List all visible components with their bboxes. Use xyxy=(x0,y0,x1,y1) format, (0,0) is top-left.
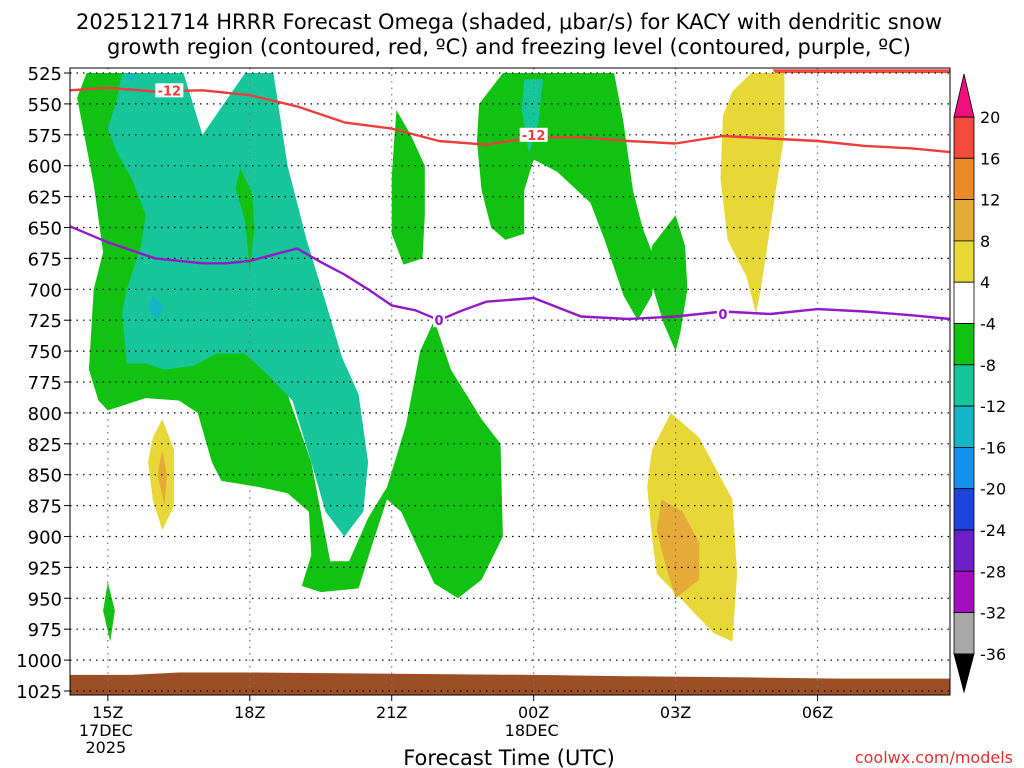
omega-region-m8_m4-2 xyxy=(235,168,255,271)
colorbar-label-10: -24 xyxy=(980,521,1006,540)
y-tick-label-675: 675 xyxy=(28,249,62,270)
y-tick-label-575: 575 xyxy=(28,126,62,147)
colorbar: 20 16 12 8 4 -4 -8 -12 -16 -20 -24 -28 -32 -36 xyxy=(953,73,1006,694)
colorbar-swatch-m8_m4 xyxy=(953,323,975,366)
y-axis: 525 550 575 600 625 650 675 700 725 750 775 800 825 8… xyxy=(16,64,70,703)
y-tick-label-600: 600 xyxy=(28,157,62,178)
colorbar-label-9: -20 xyxy=(980,480,1006,499)
colorbar-bottom-arrow xyxy=(953,653,975,694)
y-tick-label-850: 850 xyxy=(28,466,62,487)
omega-region-8_12-11 xyxy=(656,499,700,599)
ground-polygon xyxy=(70,672,950,695)
x-tick-sublabel-00Z-0: 18DEC xyxy=(505,721,559,740)
colorbar-label-0: 20 xyxy=(980,108,1000,127)
colorbar-swatch-m12_m8 xyxy=(953,364,975,407)
colorbar-label-7: -12 xyxy=(980,397,1006,416)
colorbar-swatch-m20_m16 xyxy=(953,446,975,490)
omega-region-m16_m12-3 xyxy=(148,295,165,321)
colorbar-label-5: -4 xyxy=(980,315,996,334)
x-tick-label-18Z: 18Z xyxy=(234,703,265,722)
y-tick-label-975: 975 xyxy=(28,620,62,641)
dgz-label-2: -12 xyxy=(522,129,546,144)
colorbar-swatch-4_8 xyxy=(953,240,975,283)
colorbar-label-12: -32 xyxy=(980,604,1006,623)
y-tick-label-800: 800 xyxy=(28,404,62,425)
dgz-label-1-bg xyxy=(155,83,184,98)
freezing-label-2-bg xyxy=(716,307,729,322)
y-tick-label-875: 875 xyxy=(28,497,62,518)
omega-region-4_8-10 xyxy=(647,412,738,642)
omega-region-m8_m4-5 xyxy=(391,110,425,265)
x-tick-sublabel-15Z-1: 2025 xyxy=(85,738,126,757)
omega-region-m16_m12-4 xyxy=(126,73,137,82)
colorbar-swatch-m28_m24 xyxy=(953,529,975,572)
omega-region-m8_m4-8 xyxy=(649,215,688,352)
y-tick-label-950: 950 xyxy=(28,589,62,610)
y-tick-label-925: 925 xyxy=(28,558,62,579)
y-tick-label-1025: 1025 xyxy=(16,682,62,703)
y-tick-label-725: 725 xyxy=(28,311,62,332)
contour-lines xyxy=(70,86,950,322)
y-tick-label-775: 775 xyxy=(28,373,62,394)
colorbar-top-arrow xyxy=(953,73,975,118)
y-tick-label-1000: 1000 xyxy=(16,651,62,672)
omega-region-m8_m4-14 xyxy=(103,582,115,642)
colorbar-swatch-m24_m20 xyxy=(953,488,975,531)
dgz-label-1: -12 xyxy=(158,84,182,99)
y-tick-label-900: 900 xyxy=(28,528,62,549)
x-tick-label-15Z: 15Z xyxy=(92,703,123,722)
y-tick-label-650: 650 xyxy=(28,219,62,240)
y-tick-label-525: 525 xyxy=(28,64,62,85)
freezing-label-2: 0 xyxy=(718,308,727,323)
y-tick-label-700: 700 xyxy=(28,280,62,301)
colorbar-swatch-m36_m32 xyxy=(953,612,975,655)
x-tick-label-06Z: 06Z xyxy=(802,703,833,722)
colorbar-label-6: -8 xyxy=(980,356,996,375)
dgz-label-2-bg xyxy=(519,127,548,142)
x-axis-label: Forecast Time (UTC) xyxy=(403,746,615,768)
colorbar-label-4: 4 xyxy=(980,273,990,292)
colorbar-label-8: -16 xyxy=(980,438,1006,457)
freezing-level-line xyxy=(70,225,950,322)
chart-title-line2: growth region (contoured, red, ºC) and f… xyxy=(107,35,911,59)
x-tick-label-03Z: 03Z xyxy=(660,703,691,722)
freezing-label-1: 0 xyxy=(435,314,444,329)
colorbar-swatch-m32_m28 xyxy=(953,570,975,613)
colorbar-swatch-12_16 xyxy=(953,157,975,201)
omega-region-16_20-15 xyxy=(772,69,950,73)
contour-labels: -12 -12 0 0 xyxy=(155,83,729,329)
omega-region-4_8-9 xyxy=(720,73,785,314)
y-tick-label-550: 550 xyxy=(28,95,62,116)
colorbar-label-3: 8 xyxy=(980,232,990,251)
x-tick-sublabel-15Z-0: 17DEC xyxy=(79,721,133,740)
colorbar-label-13: -36 xyxy=(980,645,1006,664)
colorbar-swatch-8_12 xyxy=(953,199,975,242)
colorbar-swatch-m4_4 xyxy=(953,281,975,324)
omega-region-m12_m8-1 xyxy=(107,73,369,537)
chart-title-line1: 2025121714 HRRR Forecast Omega (shaded, … xyxy=(76,10,942,34)
colorbar-swatch-m16_m12 xyxy=(953,405,975,448)
colorbar-label-2: 12 xyxy=(980,191,1000,210)
x-tick-label-00Z: 00Z xyxy=(518,703,549,722)
y-tick-label-825: 825 xyxy=(28,435,62,456)
dgz-contour-line xyxy=(70,86,950,154)
omega-shading xyxy=(77,69,950,642)
freezing-label-1-bg xyxy=(433,313,446,328)
credit-label: coolwx.com/models xyxy=(855,748,1013,767)
y-tick-label-750: 750 xyxy=(28,342,62,363)
omega-region-8_12-13 xyxy=(157,450,167,506)
grid-lines xyxy=(70,68,950,695)
y-tick-label-625: 625 xyxy=(28,188,62,209)
colorbar-label-11: -28 xyxy=(980,562,1006,581)
x-tick-label-21Z: 21Z xyxy=(376,703,407,722)
colorbar-label-1: 16 xyxy=(980,149,1000,168)
colorbar-swatch-16_20 xyxy=(953,116,975,159)
ground-fill xyxy=(70,672,950,695)
